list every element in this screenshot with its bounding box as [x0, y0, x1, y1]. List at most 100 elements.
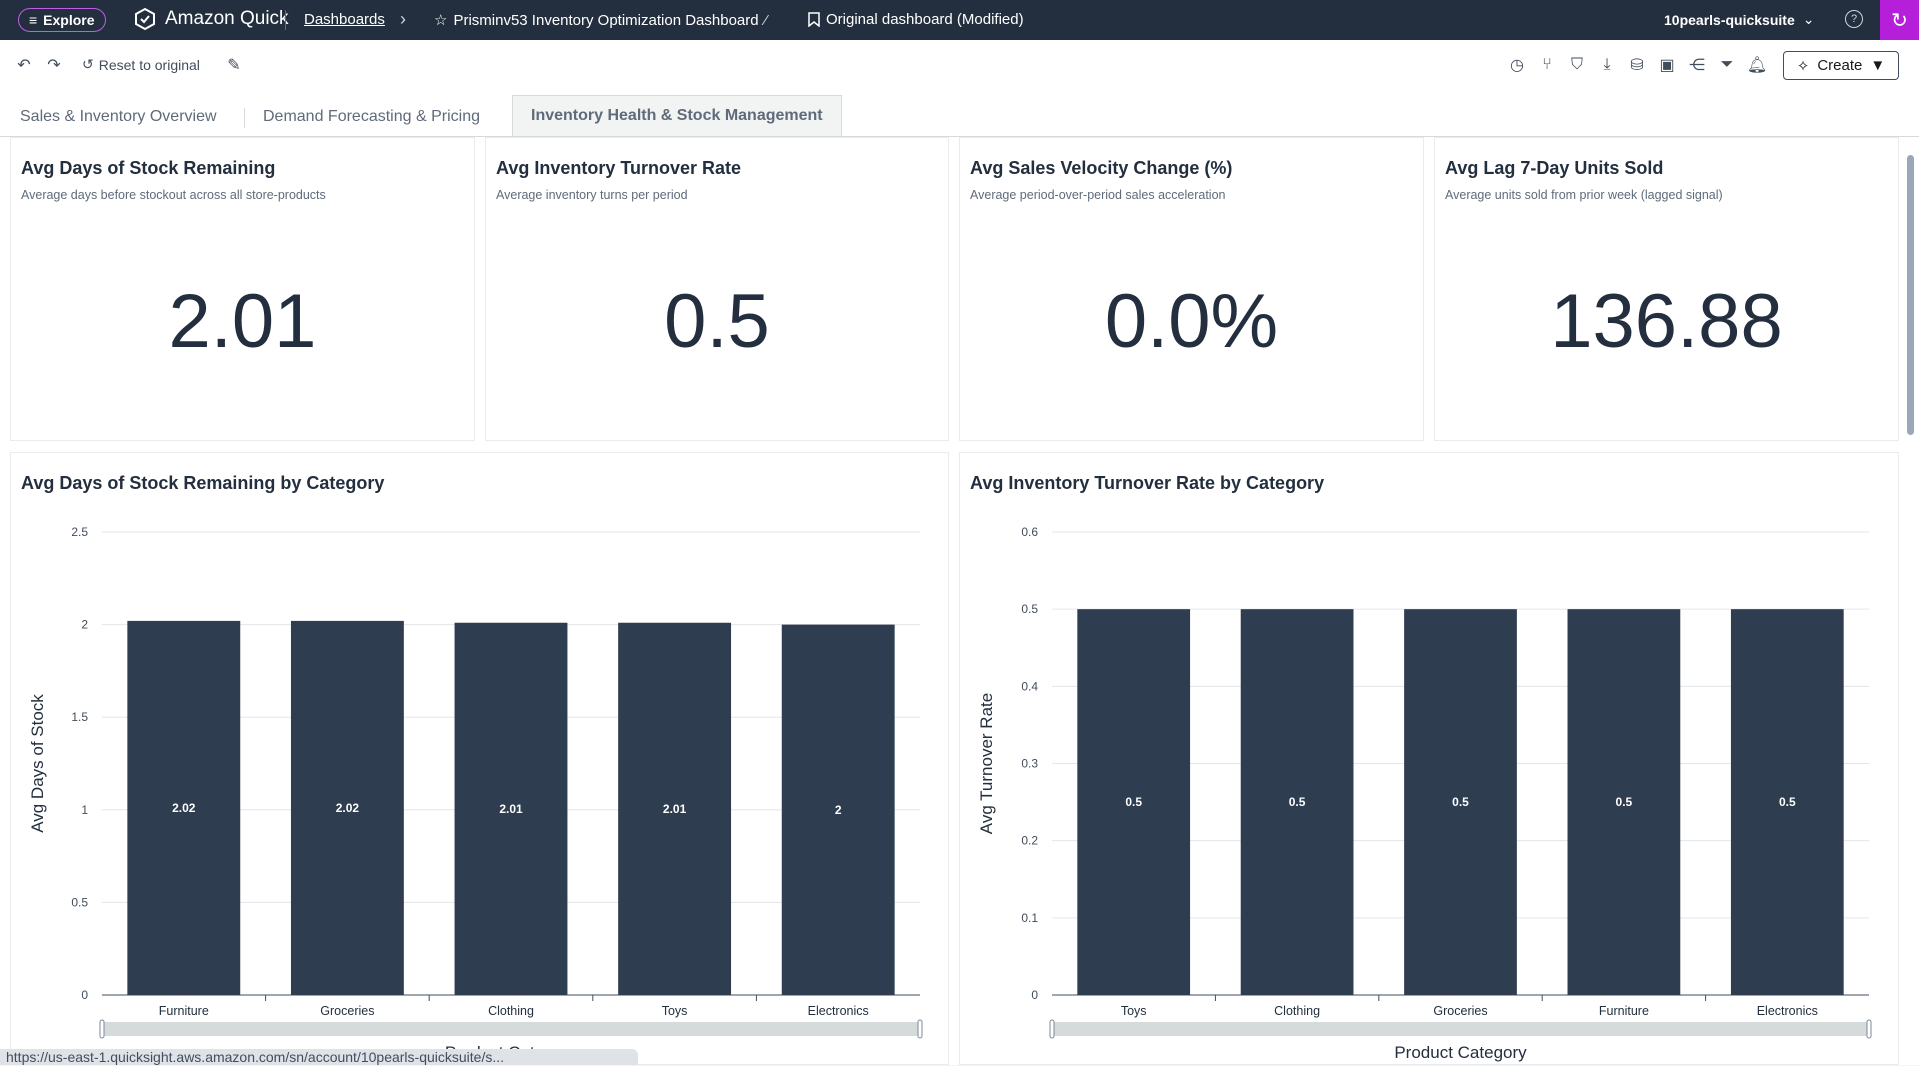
y-tick-label: 0 [1031, 988, 1038, 1002]
y-tick-label: 0.5 [71, 895, 88, 909]
reset-to-original-button[interactable]: ↺ Reset to original [82, 56, 200, 73]
sparkle-icon: ✧ [1796, 57, 1810, 75]
y-tick-label: 0.5 [1021, 602, 1038, 616]
explore-button[interactable]: ≡ Explore [18, 8, 106, 32]
explore-label: Explore [43, 12, 95, 28]
bar [1077, 609, 1191, 995]
kpi-card-turnover-rate[interactable]: Avg Inventory Turnover Rate Average inve… [485, 137, 949, 441]
bar [618, 622, 732, 995]
alert-icon[interactable]: 🔔︎ [1746, 57, 1768, 74]
x-tick-label: Electronics [808, 1004, 869, 1018]
account-name: 10pearls-quicksuite [1664, 11, 1795, 28]
data-label: 2.02 [172, 801, 196, 815]
kpi-card-days-of-stock[interactable]: Avg Days of Stock Remaining Average days… [10, 137, 475, 441]
app-logo[interactable]: Amazon Quick [133, 7, 289, 31]
data-label: 0.5 [1452, 795, 1469, 809]
y-tick-label: 0 [81, 988, 88, 1002]
bar [1240, 609, 1354, 995]
x-tick-label: Groceries [320, 1004, 374, 1018]
tab-inventory-health-stock-management[interactable]: Inventory Health & Stock Management [512, 95, 842, 136]
app-name: Amazon Quick [165, 8, 289, 29]
create-label: Create [1817, 57, 1863, 74]
chart-card-days-of-stock[interactable]: Avg Days of Stock Remaining by Category … [10, 452, 949, 1065]
dataset-icon[interactable]: ⛁ [1630, 57, 1644, 74]
y-tick-label: 1.5 [71, 710, 88, 724]
edit-visual-icon[interactable]: ✎ [227, 57, 241, 74]
x-tick-label: Furniture [159, 1004, 209, 1018]
bar [127, 620, 241, 995]
y-tick-label: 0.1 [1021, 911, 1038, 925]
dashboards-link[interactable]: Dashboards [304, 11, 385, 28]
assistant-icon[interactable]: ↻ [1880, 0, 1919, 40]
sheet-selector[interactable]: Original dashboard (Modified) [808, 11, 1024, 28]
y-tick-label: 0.2 [1021, 834, 1038, 848]
kpi-card-lag-units-sold[interactable]: Avg Lag 7-Day Units Sold Average units s… [1434, 137, 1899, 441]
reset-icon: ↺ [82, 56, 94, 72]
kpi-value: 0.0% [1104, 279, 1279, 364]
kpi-subtitle: Average days before stockout across all … [21, 188, 326, 202]
y-tick-label: 2 [81, 618, 88, 632]
kpi-card-sales-velocity[interactable]: Avg Sales Velocity Change (%) Average pe… [959, 137, 1424, 441]
data-label: 2.02 [336, 801, 360, 815]
bookmark-icon[interactable]: ⛉ [1570, 56, 1583, 73]
x-tick-label: Groceries [1433, 1004, 1487, 1018]
kpi-title: Avg Days of Stock Remaining [21, 158, 276, 178]
chart-card-turnover-rate[interactable]: Avg Inventory Turnover Rate by Category … [959, 452, 1899, 1065]
kpi-subtitle: Average inventory turns per period [496, 188, 688, 202]
undo-icon[interactable]: ↶ [17, 57, 31, 74]
y-tick-label: 1 [81, 803, 88, 817]
kpi-subtitle: Average period-over-period sales acceler… [970, 188, 1226, 202]
kpi-value: 136.88 [1550, 279, 1783, 364]
filter-icon[interactable]: ⏷ [1720, 56, 1734, 73]
bar [1567, 609, 1681, 995]
kpi-title: Avg Lag 7-Day Units Sold [1445, 158, 1664, 178]
status-bar-url: https://us-east-1.quicksight.aws.amazon.… [0, 1049, 638, 1065]
y-tick-label: 0.6 [1021, 525, 1038, 539]
download-icon[interactable]: ⤓ [1603, 56, 1611, 73]
data-label: 2.01 [663, 802, 687, 816]
data-label: 0.5 [1616, 795, 1633, 809]
range-slider-handle [1866, 1019, 1872, 1039]
slash-separator: ⁄ [764, 11, 768, 29]
x-tick-label: Toys [1121, 1004, 1147, 1018]
redo-icon[interactable]: ↷ [47, 57, 61, 74]
chart-title: Avg Inventory Turnover Rate by Category [970, 473, 1325, 493]
x-axis-title: Product Category [1394, 1043, 1527, 1062]
dashboard-toolbar: ↶ ↷ ↺ Reset to original ✎ ◷ ⑂ ⛉ ⤓ ⛁ ▣ ⋲ … [0, 40, 1919, 90]
x-tick-label: Electronics [1757, 1004, 1818, 1018]
quick-logo-icon [135, 7, 155, 31]
x-tick-label: Clothing [1274, 1004, 1320, 1018]
share-icon[interactable]: ⋲ [1689, 57, 1705, 74]
data-label: 0.5 [1289, 795, 1306, 809]
help-icon[interactable]: ? [1845, 10, 1863, 28]
x-tick-label: Toys [662, 1004, 688, 1018]
kpi-title: Avg Inventory Turnover Rate [496, 158, 742, 178]
data-label: 2 [835, 803, 842, 817]
range-slider-handle [99, 1019, 105, 1039]
tab-label: Inventory Health & Stock Management [531, 107, 823, 124]
data-label: 2.01 [499, 802, 523, 816]
kpi-value: 2.01 [168, 279, 317, 364]
branch-icon[interactable]: ⑂ [1542, 56, 1552, 73]
account-menu[interactable]: 10pearls-quicksuite ⌄ [1664, 11, 1814, 28]
y-axis-title: Avg Turnover Rate [977, 693, 996, 834]
star-icon[interactable]: ☆ [434, 12, 448, 29]
tab-demand-forecasting-pricing[interactable]: Demand Forecasting & Pricing [263, 108, 480, 125]
chevron-right-icon: › [400, 9, 406, 29]
data-label: 0.5 [1779, 795, 1796, 809]
top-navigation-bar: ≡ Explore Amazon Quick Dashboards › ☆ Pr… [0, 0, 1919, 40]
tab-sales-inventory-overview[interactable]: Sales & Inventory Overview [20, 108, 217, 125]
history-icon[interactable]: ◷ [1510, 57, 1524, 74]
menu-icon: ≡ [29, 12, 38, 28]
range-slider-handle [1049, 1019, 1055, 1039]
sheet-name: Original dashboard (Modified) [826, 11, 1024, 28]
scrollbar-thumb[interactable] [1907, 155, 1914, 435]
reset-label: Reset to original [98, 56, 200, 73]
create-button[interactable]: ✧ Create ▼ [1783, 51, 1899, 80]
bar [1404, 609, 1517, 995]
sheet-tabs: Sales & Inventory Overview Demand Foreca… [0, 90, 1919, 137]
kpi-value: 0.5 [664, 279, 770, 364]
save-icon[interactable]: ▣ [1659, 57, 1675, 74]
dashboard-title-text: Prisminv53 Inventory Optimization Dashbo… [453, 11, 759, 29]
y-tick-label: 0.4 [1021, 679, 1038, 693]
